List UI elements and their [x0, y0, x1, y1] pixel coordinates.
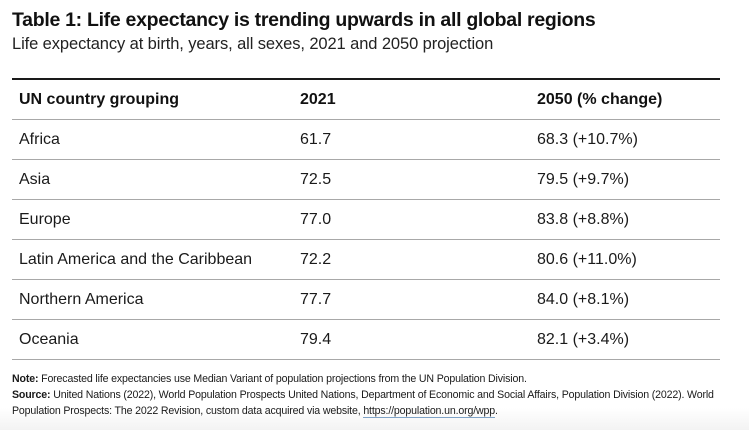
- note-text: Forecasted life expectancies use Median …: [38, 373, 527, 385]
- value-2050-cell: 82.1 (+3.4%): [537, 330, 630, 348]
- source-link[interactable]: https://population.un.org/wpp: [363, 405, 496, 418]
- value-2021-cell: 72.5: [300, 170, 332, 188]
- table-row: Oceania 79.4 82.1 (+3.4%): [12, 320, 720, 360]
- table-header-row: UN country grouping 2021 2050 (% change): [12, 80, 720, 120]
- source-end: .: [495, 405, 498, 417]
- region-cell: Northern America: [19, 290, 144, 308]
- header-region: UN country grouping: [19, 91, 179, 108]
- table-row: Europe 77.0 83.8 (+8.8%): [12, 200, 720, 240]
- header-2050: 2050 (% change): [537, 91, 663, 108]
- table-row: Latin America and the Caribbean 72.2 80.…: [12, 240, 720, 280]
- table-subtitle: Life expectancy at birth, years, all sex…: [12, 35, 494, 53]
- life-expectancy-table: UN country grouping 2021 2050 (% change)…: [12, 78, 720, 360]
- table-title: Table 1: Life expectancy is trending upw…: [12, 9, 596, 31]
- value-2021-cell: 72.2: [300, 250, 332, 268]
- note-label: Note:: [12, 373, 39, 385]
- table-row: Asia 72.5 79.5 (+9.7%): [12, 160, 720, 200]
- region-cell: Europe: [19, 210, 71, 228]
- region-cell: Asia: [19, 170, 51, 188]
- source-line: Source: United Nations (2022), World Pop…: [12, 387, 737, 419]
- value-2050-cell: 80.6 (+11.0%): [537, 250, 637, 268]
- table-row: Northern America 77.7 84.0 (+8.1%): [12, 280, 720, 320]
- region-cell: Africa: [19, 130, 60, 148]
- value-2021-cell: 79.4: [300, 330, 332, 348]
- table-notes: Note: Forecasted life expectancies use M…: [12, 371, 737, 419]
- header-2021: 2021: [300, 91, 336, 108]
- value-2050-cell: 84.0 (+8.1%): [537, 290, 630, 308]
- note-line: Note: Forecasted life expectancies use M…: [12, 371, 737, 387]
- source-label: Source:: [12, 389, 51, 401]
- region-cell: Latin America and the Caribbean: [19, 250, 253, 268]
- region-cell: Oceania: [19, 330, 79, 348]
- value-2021-cell: 77.0: [300, 210, 332, 228]
- value-2021-cell: 61.7: [300, 130, 332, 148]
- value-2050-cell: 68.3 (+10.7%): [537, 130, 638, 148]
- source-text: United Nations (2022), World Population …: [12, 389, 714, 417]
- value-2021-cell: 77.7: [300, 290, 332, 308]
- table-row: Africa 61.7 68.3 (+10.7%): [12, 120, 720, 160]
- value-2050-cell: 79.5 (+9.7%): [537, 170, 630, 188]
- value-2050-cell: 83.8 (+8.8%): [537, 210, 630, 228]
